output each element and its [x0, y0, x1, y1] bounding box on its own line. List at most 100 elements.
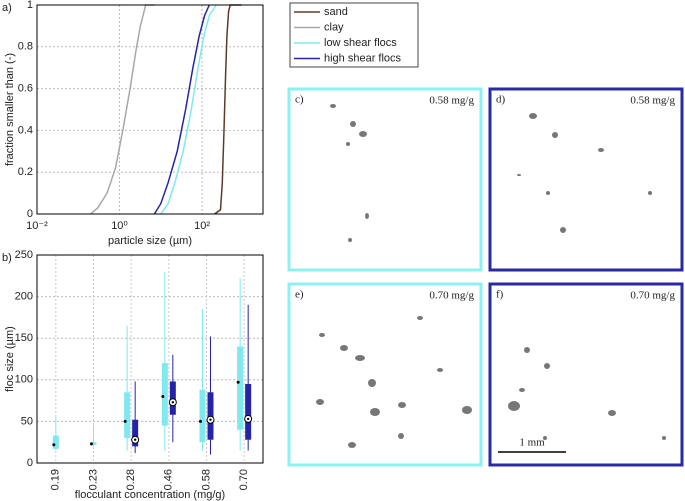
floc: [330, 104, 336, 108]
x-tick-label: 0.28: [125, 469, 137, 490]
box: [124, 392, 131, 439]
line: [153, 4, 210, 215]
median-marker: [52, 443, 56, 447]
floc: [552, 132, 558, 138]
plot-area: [37, 255, 263, 463]
floc-images: 1 mm: [316, 104, 666, 453]
y-tick-label: 0: [27, 208, 33, 220]
median-marker: [123, 419, 127, 423]
y-tick-label: 0.4: [18, 124, 33, 136]
panel-label: c): [295, 94, 304, 106]
floc: [355, 355, 365, 361]
panel-note: 0.58 mg/g: [429, 95, 474, 107]
x-tick-label: 10⁰: [111, 220, 128, 232]
panel-c-flocs: [330, 104, 369, 242]
legend-label: sand: [324, 6, 348, 18]
panel-frame: [287, 87, 483, 272]
y-tick-label: 150: [15, 332, 33, 344]
box: [237, 346, 244, 430]
floc: [348, 238, 352, 242]
box: [52, 435, 59, 449]
y-tick-label: 0.2: [18, 166, 33, 178]
line: [160, 4, 217, 215]
y-axis-label: fraction smaller than (-): [4, 53, 16, 166]
floc: [348, 442, 356, 448]
panel-d-flocs: [517, 113, 652, 233]
floc: [662, 436, 666, 440]
line: [214, 4, 242, 215]
line: [90, 4, 155, 215]
axes-frame: [36, 4, 264, 215]
axes-frame: [36, 254, 264, 464]
median-dot: [209, 418, 212, 421]
x-tick-label: 0.70: [238, 469, 250, 490]
median-marker: [161, 394, 165, 398]
x-tick-label: 10²: [194, 220, 210, 232]
y-tick-label: 100: [15, 374, 33, 386]
y-tick-label: 0.8: [18, 41, 33, 53]
box: [245, 383, 252, 440]
floc: [368, 379, 376, 387]
x-tick-label: 0.19: [50, 469, 62, 490]
panel-e-flocs: [316, 316, 472, 448]
panel-label: a): [2, 2, 12, 14]
box: [161, 363, 168, 426]
y-axis-label: floc size (µm): [4, 326, 16, 392]
legend-label: clay: [324, 21, 344, 33]
median-dot: [246, 417, 250, 421]
floc: [524, 347, 530, 353]
median-dot: [171, 401, 175, 404]
floc: [437, 368, 443, 372]
y-tick-label: 0: [27, 457, 33, 469]
floc: [608, 410, 616, 416]
floc: [543, 436, 547, 440]
panel-frame: [488, 87, 684, 272]
panel-label: e): [295, 289, 304, 301]
y-tick-label: 50: [21, 415, 33, 427]
y-tick-label: 250: [15, 249, 33, 261]
panel-label: b): [2, 252, 12, 264]
panel-frame: [287, 282, 483, 467]
median-dot: [133, 438, 137, 441]
floc: [546, 191, 550, 195]
floc: [398, 433, 404, 439]
median-marker: [236, 380, 240, 384]
floc: [544, 363, 550, 369]
x-axis-label: particle size (µm): [108, 235, 192, 247]
box: [199, 389, 206, 443]
y-tick-label: 0.6: [18, 83, 33, 95]
floc: [508, 401, 520, 411]
panel-frame: [488, 282, 684, 467]
floc: [529, 113, 537, 119]
legend-label: low shear flocs: [324, 37, 397, 49]
floc: [350, 121, 356, 127]
floc: [319, 333, 325, 337]
y-tick-label: 1: [27, 0, 33, 11]
panel-note: 0.70 mg/g: [429, 290, 474, 302]
legend-box: [289, 2, 419, 68]
box: [90, 442, 97, 445]
floc: [346, 142, 350, 146]
legend-label: high shear flocs: [324, 52, 402, 64]
floc: [359, 131, 367, 137]
floc: [519, 388, 525, 392]
floc: [560, 227, 566, 233]
box: [169, 381, 176, 415]
panel-label: d): [496, 94, 506, 106]
x-tick-label: 0.46: [163, 469, 175, 490]
floc: [340, 345, 348, 351]
floc: [370, 408, 380, 416]
floc: [316, 399, 324, 405]
median-marker: [90, 442, 93, 446]
panel-label: f): [496, 289, 504, 301]
panel-f-flocs: [508, 347, 666, 440]
y-tick-label: 200: [15, 291, 33, 303]
floc: [462, 406, 472, 414]
median-marker: [199, 419, 202, 423]
panel-note: 0.70 mg/g: [630, 290, 675, 302]
plot-area: [37, 5, 263, 214]
scale-bar-label: 1 mm: [519, 437, 545, 449]
floc: [517, 174, 521, 176]
x-tick-label: 0.23: [87, 469, 99, 490]
